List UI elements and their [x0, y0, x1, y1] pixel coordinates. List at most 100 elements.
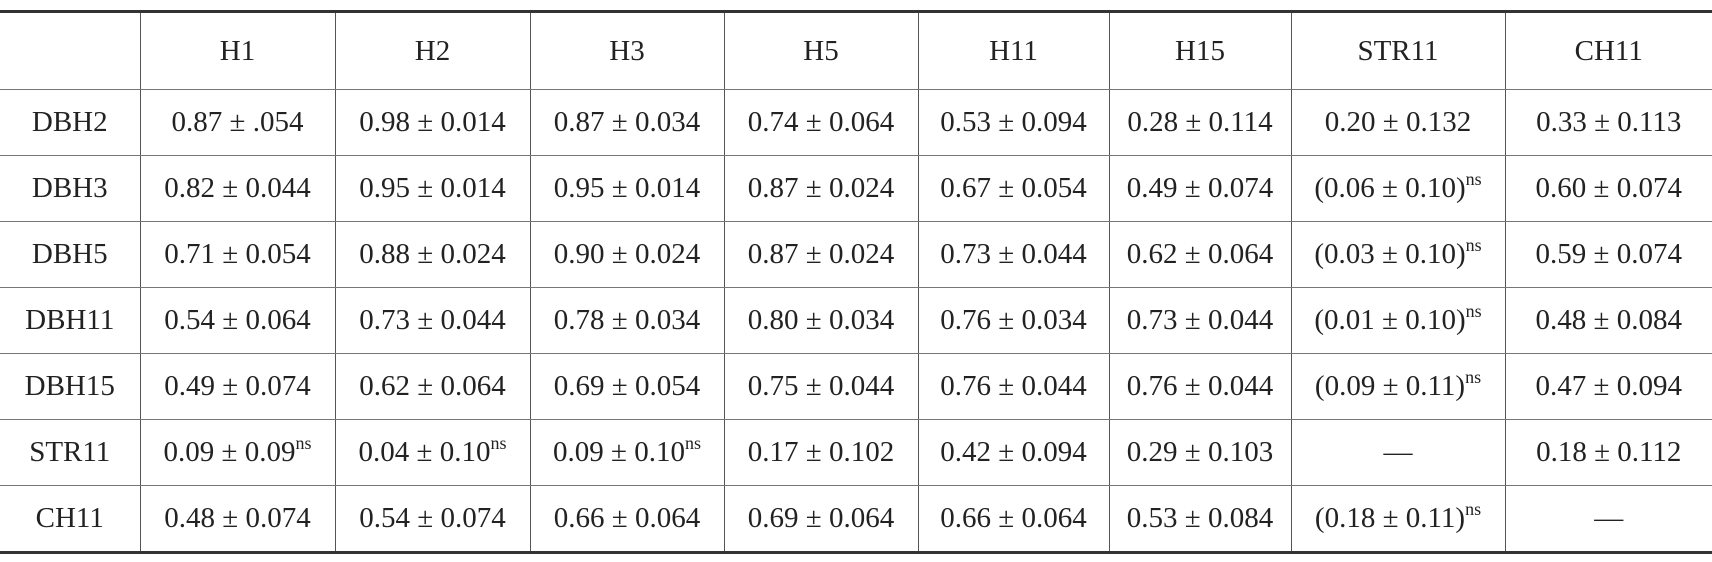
- table-row: DBH15 0.49 ± 0.074 0.62 ± 0.064 0.69 ± 0.05…: [0, 353, 1712, 420]
- value-cell: 0.80 ± 0.034: [723, 287, 918, 354]
- cell-text: 0.53 ± 0.084: [1126, 502, 1274, 534]
- cell-text: 0.76 ± 0.044: [1126, 370, 1274, 402]
- column-header: CH11: [1504, 11, 1712, 90]
- value-cell: 0.17 ± 0.102: [723, 419, 918, 486]
- cell-text: (0.01 ± 0.10): [1314, 304, 1466, 336]
- value-cell: 0.53 ± 0.094: [917, 89, 1109, 156]
- significance-mark: ns: [1465, 499, 1482, 519]
- cell-text: 0.48 ± 0.084: [1535, 304, 1682, 336]
- cell-text: 0.20 ± 0.132: [1324, 106, 1472, 138]
- value-cell: 0.20 ± 0.132: [1290, 89, 1505, 156]
- cell-text: 0.71 ± 0.054: [164, 238, 311, 270]
- cell-text: 0.73 ± 0.044: [1126, 304, 1274, 336]
- cell-text: 0.53 ± 0.094: [940, 106, 1087, 138]
- value-cell: 0.49 ± 0.074: [1108, 155, 1291, 222]
- value-cell: 0.33 ± 0.113: [1504, 89, 1712, 156]
- significance-mark: ns: [1465, 235, 1482, 255]
- value-cell: (0.06 ± 0.10)ns: [1290, 155, 1505, 222]
- value-cell: 0.09 ± 0.10ns: [529, 419, 724, 486]
- row-label: DBH15: [0, 353, 140, 420]
- corner-cell: [0, 11, 140, 90]
- cell-text: 0.87 ± 0.024: [747, 172, 895, 204]
- column-header: H11: [917, 11, 1109, 90]
- cell-text: 0.62 ± 0.064: [359, 370, 506, 402]
- cell-text: 0.54 ± 0.064: [164, 304, 311, 336]
- cell-text: 0.87 ± .054: [171, 106, 304, 138]
- value-cell: 0.54 ± 0.064: [139, 287, 335, 354]
- cell-text: 0.69 ± 0.064: [747, 502, 895, 534]
- cell-text: 0.33 ± 0.113: [1536, 106, 1682, 138]
- cell-text: 0.18 ± 0.112: [1536, 436, 1682, 468]
- value-cell: 0.69 ± 0.054: [529, 353, 724, 420]
- cell-text: 0.76 ± 0.044: [940, 370, 1087, 402]
- value-cell: 0.48 ± 0.074: [139, 485, 335, 553]
- value-cell: 0.78 ± 0.034: [529, 287, 724, 354]
- value-cell: 0.53 ± 0.084: [1108, 485, 1291, 553]
- value-cell: 0.62 ± 0.064: [1108, 221, 1291, 288]
- value-cell: 0.87 ± 0.024: [723, 221, 918, 288]
- row-label: DBH11: [0, 287, 140, 354]
- header-row: H1 H2 H3 H5 H11 H15 STR11 CH11: [0, 11, 1712, 90]
- significance-mark: ns: [684, 433, 701, 453]
- value-cell: 0.82 ± 0.044: [139, 155, 335, 222]
- cell-text: 0.73 ± 0.044: [940, 238, 1087, 270]
- cell-text: (0.03 ± 0.10): [1314, 238, 1466, 270]
- value-cell: 0.47 ± 0.094: [1504, 353, 1712, 420]
- value-cell: 0.73 ± 0.044: [334, 287, 530, 354]
- cell-text: 0.87 ± 0.034: [553, 106, 701, 138]
- value-cell: (0.03 ± 0.10)ns: [1290, 221, 1505, 288]
- value-cell: 0.87 ± 0.024: [723, 155, 918, 222]
- value-cell: 0.87 ± 0.034: [529, 89, 724, 156]
- column-header: STR11: [1290, 11, 1505, 90]
- value-cell: 0.28 ± 0.114: [1108, 89, 1291, 156]
- column-header: H2: [334, 11, 530, 90]
- value-cell: 0.60 ± 0.074: [1504, 155, 1712, 222]
- cell-text: 0.66 ± 0.064: [553, 502, 701, 534]
- value-cell: 0.48 ± 0.084: [1504, 287, 1712, 354]
- cell-text: 0.98 ± 0.014: [359, 106, 506, 138]
- cell-text: 0.73 ± 0.044: [359, 304, 506, 336]
- row-label: CH11: [35, 502, 104, 534]
- cell-text: 0.59 ± 0.074: [1535, 238, 1682, 270]
- cell-text: 0.90 ± 0.024: [553, 238, 701, 270]
- value-cell: (0.01 ± 0.10)ns: [1290, 287, 1505, 354]
- table-row: STR11 0.09 ± 0.09ns 0.04 ± 0.10ns 0.09 ± 0.…: [0, 419, 1712, 486]
- table-body: DBH2 0.87 ± .054 0.98 ± 0.014 0.87 ± 0.034 0…: [0, 89, 1712, 553]
- table-row: DBH5 0.71 ± 0.054 0.88 ± 0.024 0.90 ± 0.024…: [0, 221, 1712, 288]
- cell-text: 0.80 ± 0.034: [747, 304, 895, 336]
- cell-text: 0.17 ± 0.102: [747, 436, 895, 468]
- cell-text: (0.09 ± 0.11): [1314, 370, 1466, 402]
- value-cell: 0.90 ± 0.024: [529, 221, 724, 288]
- value-cell: 0.54 ± 0.074: [334, 485, 530, 553]
- cell-text: 0.60 ± 0.074: [1535, 172, 1682, 204]
- column-header: H5: [723, 11, 918, 90]
- cell-text: 0.95 ± 0.014: [359, 172, 506, 204]
- significance-mark: ns: [1465, 367, 1482, 387]
- cell-text: 0.87 ± 0.024: [747, 238, 895, 270]
- row-label: STR11: [0, 419, 140, 486]
- cell-text: 0.47 ± 0.094: [1535, 370, 1682, 402]
- row-label: DBH2: [0, 89, 140, 156]
- cell-text: 0.66 ± 0.064: [940, 502, 1087, 534]
- cell-text: (0.18 ± 0.11): [1314, 502, 1466, 534]
- value-cell: 0.98 ± 0.014: [334, 89, 530, 156]
- value-cell: 0.73 ± 0.044: [1108, 287, 1291, 354]
- data-table: H1 H2 H3 H5 H11 H15 STR11 CH11 DBH2 0.87 ± .054 0…: [0, 10, 1712, 554]
- table-row: DBH3 0.82 ± 0.044 0.95 ± 0.014 0.95 ± 0.014…: [0, 155, 1712, 222]
- value-cell: 0.75 ± 0.044: [723, 353, 918, 420]
- value-cell: 0.42 ± 0.094: [917, 419, 1109, 486]
- cell-text: 0.95 ± 0.014: [553, 172, 701, 204]
- value-cell: 0.62 ± 0.064: [334, 353, 530, 420]
- cell-text: —: [1594, 502, 1624, 534]
- cell-text: 0.76 ± 0.034: [940, 304, 1087, 336]
- value-cell: 0.95 ± 0.014: [334, 155, 530, 222]
- value-cell: 0.29 ± 0.103: [1108, 419, 1291, 486]
- value-cell: 0.66 ± 0.064: [529, 485, 724, 553]
- table-row: CH11 0.48 ± 0.074 0.54 ± 0.074 0.66 ± 0.064…: [0, 485, 1712, 553]
- cell-text: 0.62 ± 0.064: [1126, 238, 1274, 270]
- value-cell: 0.76 ± 0.034: [917, 287, 1109, 354]
- significance-mark: ns: [295, 433, 312, 453]
- cell-text: 0.75 ± 0.044: [747, 370, 895, 402]
- significance-mark: ns: [490, 433, 507, 453]
